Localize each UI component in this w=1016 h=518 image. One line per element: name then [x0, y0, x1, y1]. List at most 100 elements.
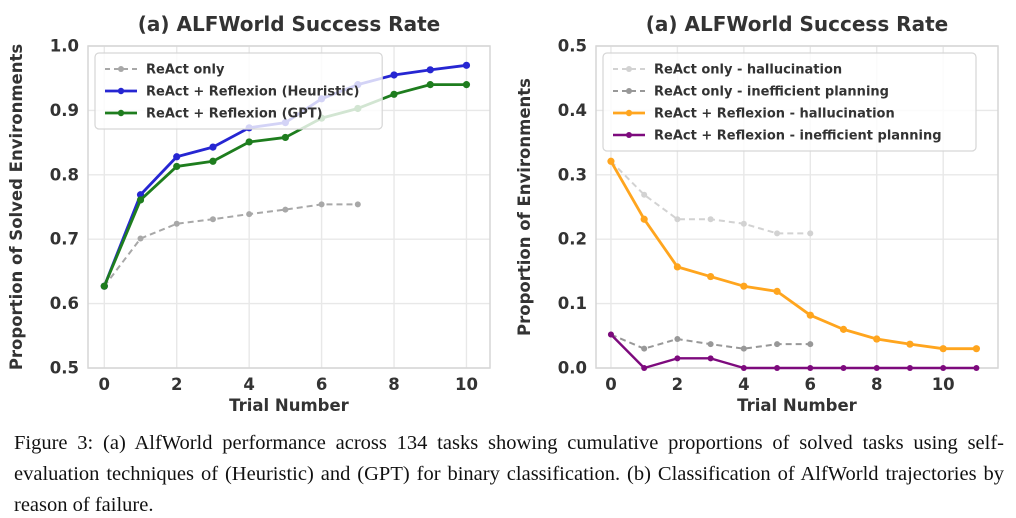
- legend-label: ReAct + Reflexion (Heuristic): [146, 85, 359, 100]
- legend-sample-marker: [626, 88, 632, 94]
- x-tick-label: 8: [388, 375, 399, 394]
- series-marker: [173, 153, 181, 161]
- alfworld-failure-classification-chart: ReAct only - hallucination ReAct only - i…: [515, 12, 999, 415]
- series-marker: [282, 206, 289, 213]
- chart-title: (a) ALFWorld Success Rate: [646, 12, 948, 36]
- series-line: [103, 203, 358, 287]
- x-axis-label: Trial Number: [229, 396, 350, 415]
- x-tick-label: 10: [455, 375, 478, 394]
- series-marker: [807, 365, 814, 371]
- series-marker: [641, 365, 648, 371]
- legend-sample-marker: [626, 66, 632, 72]
- series-line: [610, 160, 811, 235]
- x-tick-label: 4: [738, 375, 749, 394]
- series-marker: [707, 216, 714, 223]
- y-tick-label: 0.7: [50, 230, 79, 249]
- chart-panel-failure-classification: ReAct only - hallucination ReAct only - i…: [508, 0, 1016, 418]
- series-marker: [390, 71, 398, 79]
- figure-caption: Figure 3: (a) AlfWorld performance acros…: [14, 432, 1004, 516]
- legend-sample-marker: [118, 66, 124, 72]
- series-marker: [100, 282, 108, 290]
- series-marker: [426, 81, 434, 89]
- chart-panel-success-rate: ReAct only ReAct + Reflexion (Heuristic) R…: [0, 0, 508, 418]
- series-marker: [740, 365, 747, 371]
- series-marker: [906, 365, 913, 371]
- series-marker: [209, 157, 217, 165]
- y-tick-label: 0.2: [558, 230, 587, 249]
- series-marker: [641, 345, 648, 352]
- series-marker: [806, 311, 814, 319]
- legend-box: [602, 52, 977, 152]
- y-tick-label: 0.5: [558, 37, 587, 56]
- series-marker: [807, 341, 814, 348]
- legend-sample-marker: [625, 109, 633, 117]
- series-marker: [246, 211, 253, 218]
- y-axis-label: Proportion of Solved Environments: [7, 44, 26, 371]
- series-marker: [774, 230, 781, 237]
- x-tick-label: 8: [871, 375, 882, 394]
- series-marker: [318, 201, 325, 208]
- legend-label: ReAct only: [146, 63, 225, 78]
- x-tick-label: 0: [99, 375, 110, 394]
- plot-frame: [87, 45, 491, 369]
- series-marker: [674, 336, 681, 343]
- y-tick-label: 0.6: [50, 294, 79, 313]
- legend-label: ReAct + Reflexion - inefficient planning: [654, 129, 942, 144]
- series-marker: [209, 216, 216, 223]
- y-tick-label: 0.8: [50, 165, 79, 184]
- series-marker: [173, 162, 181, 171]
- y-tick-label: 1.0: [50, 37, 79, 56]
- y-tick-label: 0.0: [558, 359, 587, 378]
- chart-title: (a) ALFWorld Success Rate: [138, 12, 440, 36]
- series-marker: [740, 282, 748, 290]
- legend-label: ReAct only - inefficient planning: [654, 85, 889, 100]
- series-line: [610, 333, 977, 370]
- y-tick-label: 0.4: [558, 101, 587, 120]
- series-marker: [673, 263, 681, 271]
- series-marker: [607, 331, 614, 338]
- series-marker: [807, 230, 814, 237]
- y-axis-label: Proportion of Environments: [515, 78, 534, 336]
- legend-label: ReAct only - hallucination: [654, 63, 842, 78]
- x-tick-label: 0: [605, 375, 616, 394]
- series-marker: [973, 365, 980, 371]
- series-marker: [674, 355, 681, 362]
- series-marker: [774, 341, 781, 348]
- y-tick-label: 0.5: [50, 359, 79, 378]
- series-marker: [641, 191, 648, 198]
- series-marker: [707, 355, 714, 362]
- y-tick-label: 0.1: [558, 294, 587, 313]
- series-marker: [245, 138, 253, 146]
- series-line: [609, 160, 977, 351]
- x-tick-label: 6: [805, 375, 816, 394]
- legend-box: [94, 52, 383, 130]
- legend-sample-marker: [117, 109, 125, 117]
- series-marker: [462, 81, 471, 89]
- series-marker: [707, 272, 715, 281]
- series-marker: [426, 66, 434, 74]
- series-marker: [674, 216, 681, 223]
- alfworld-success-rate-chart: ReAct only ReAct + Reflexion (Heuristic) R…: [7, 12, 491, 415]
- series-marker: [939, 345, 947, 353]
- legend-label: ReAct + Reflexion (GPT): [146, 107, 323, 122]
- series-marker: [640, 215, 648, 223]
- series-marker: [354, 201, 361, 208]
- x-tick-label: 4: [243, 375, 254, 394]
- series-marker: [774, 365, 781, 371]
- y-tick-label: 0.3: [558, 165, 587, 184]
- series-marker: [906, 340, 914, 348]
- series-marker: [940, 365, 947, 371]
- series-marker: [607, 157, 615, 165]
- y-tick-label: 0.9: [50, 101, 79, 120]
- x-tick-label: 10: [932, 375, 955, 394]
- series-marker: [773, 287, 781, 295]
- series-marker: [740, 220, 747, 227]
- series-marker: [281, 133, 289, 142]
- x-axis-label: Trial Number: [737, 396, 858, 415]
- x-tick-label: 2: [171, 375, 182, 394]
- series-marker: [707, 341, 714, 348]
- series-marker: [137, 235, 144, 242]
- legend-sample-marker: [117, 87, 125, 95]
- x-tick-label: 2: [672, 375, 683, 394]
